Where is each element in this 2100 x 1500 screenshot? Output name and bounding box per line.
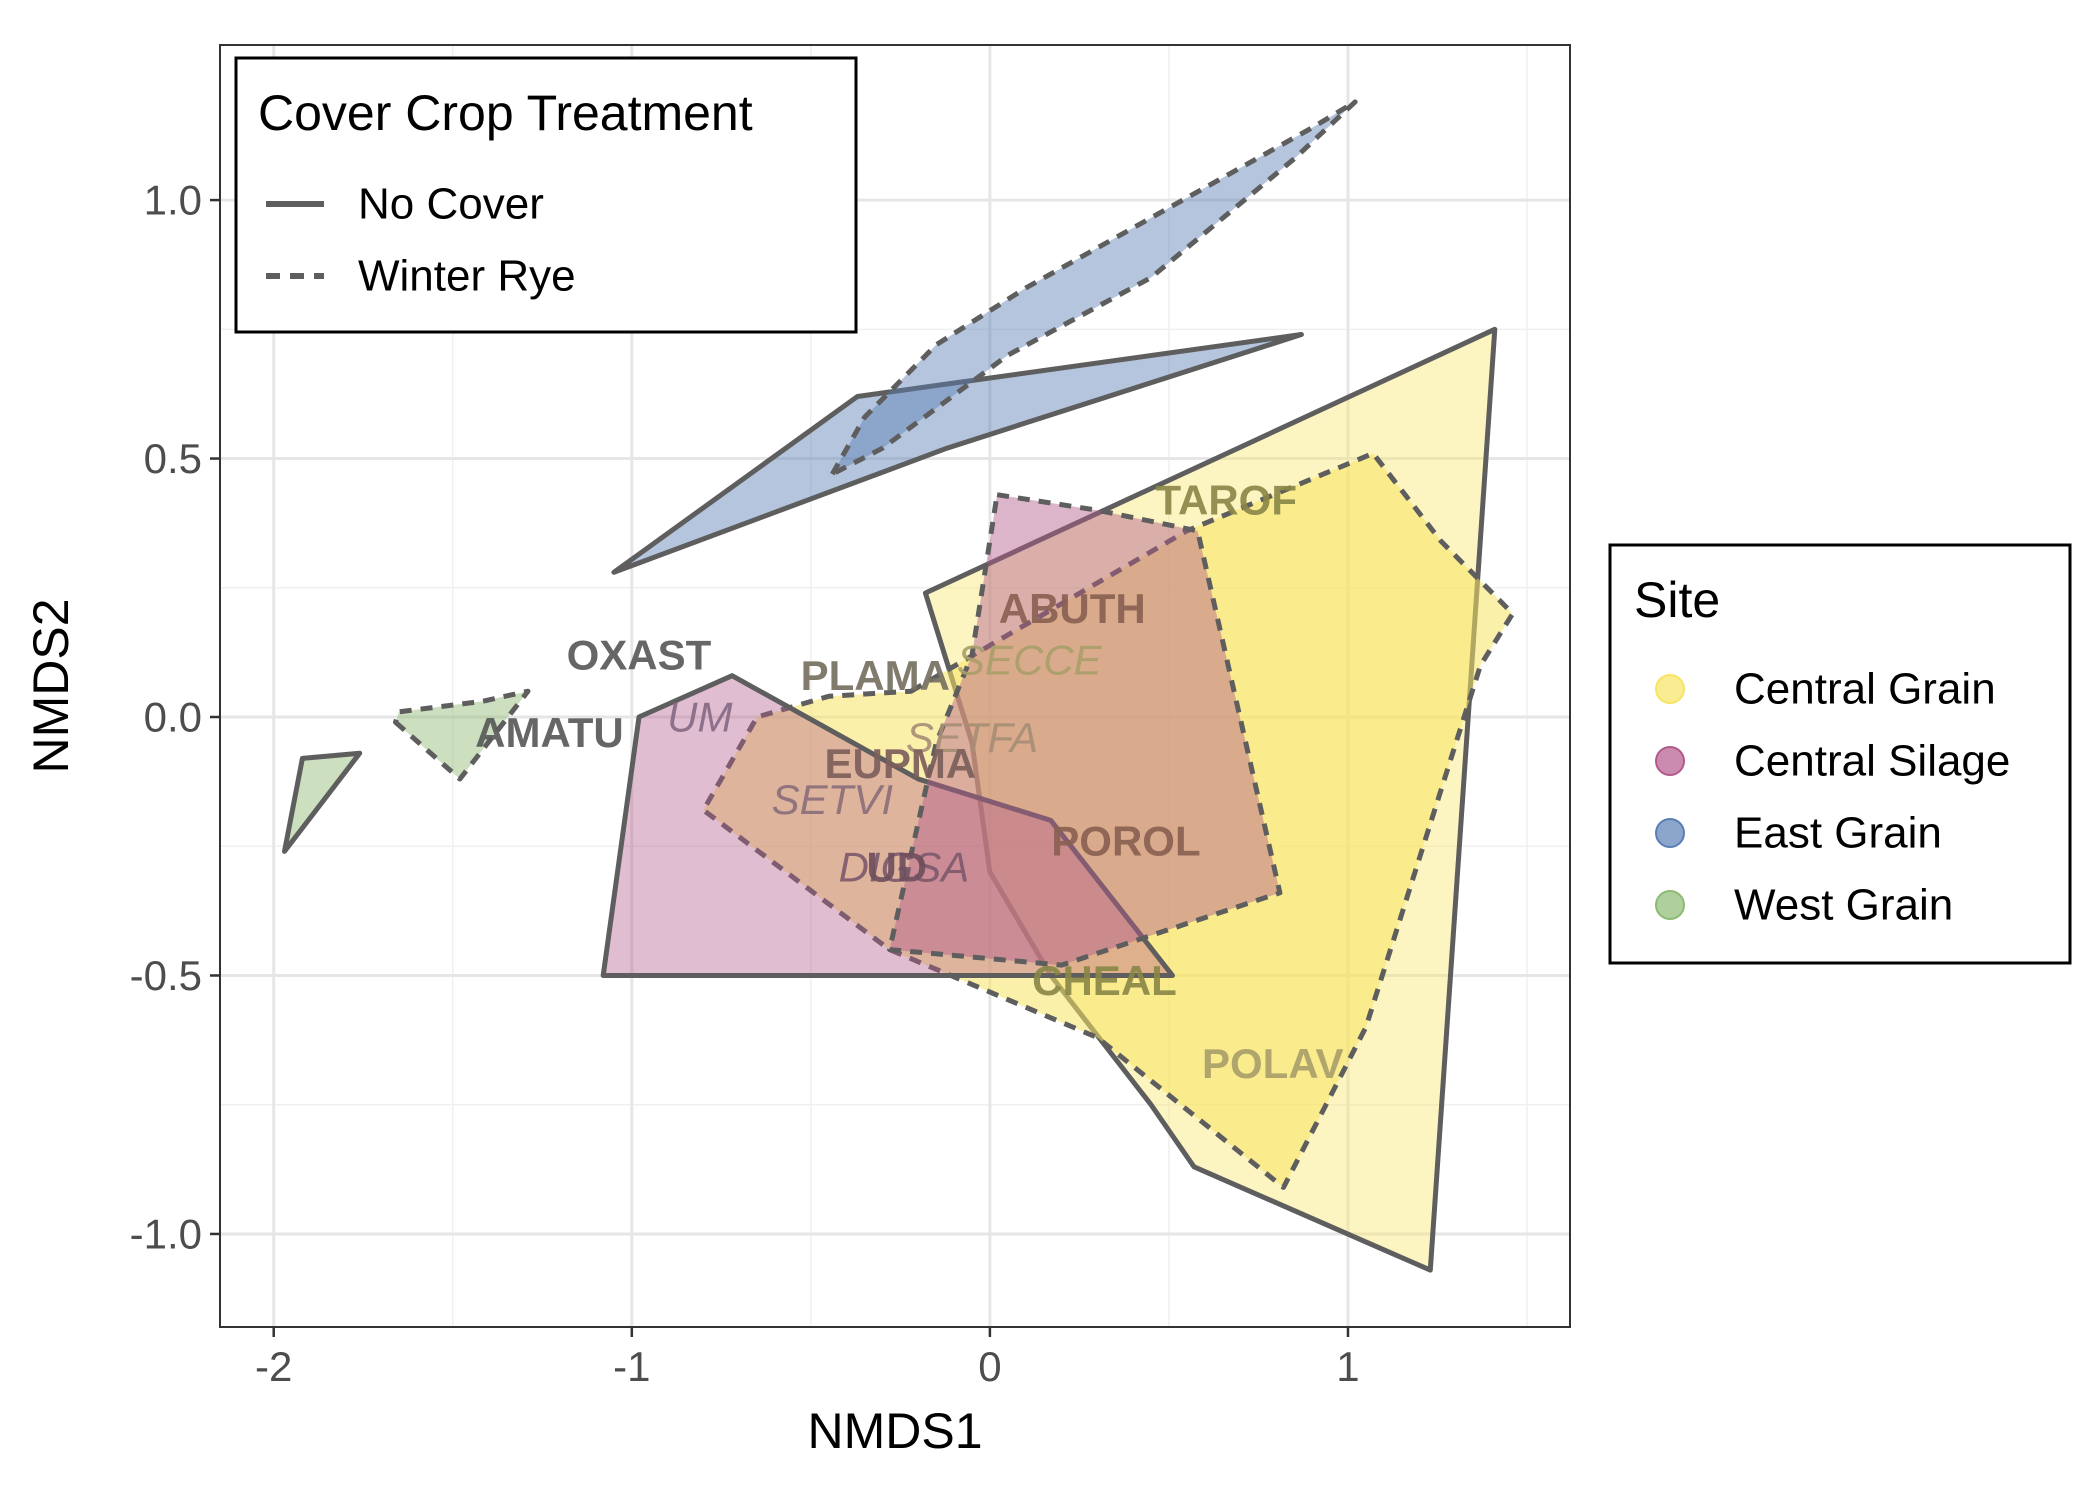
species-label-setvi: SETVI [772,776,894,823]
y-tick-label: 0.5 [144,435,202,482]
species-label-tarof: TAROF [1155,476,1297,523]
x-axis-title: NMDS1 [807,1403,982,1459]
site-legend-items: Central Grain Central Silage East Grain Wes… [1655,665,2010,930]
site-legend-label: Central Grain [1734,665,1996,714]
hull-east-grain-winter-rye [829,99,1358,477]
linetype-legend: Cover Crop Treatment No Cover Winter Rye [234,56,858,334]
site-key-west-grain [1655,890,1685,920]
x-tick-label: -1 [613,1343,650,1390]
species-label-cheal: CHEAL [1032,957,1177,1004]
species-label-polav: POLAV [1202,1040,1344,1087]
species-label-amatu: AMATU [475,709,624,756]
site-key-central-silage [1655,746,1685,776]
hull-central-silage-no-cover [600,673,1175,978]
site-legend: Site Central Grain Central Silage East Gra… [1608,543,2072,965]
linetype-legend-items: No Cover Winter Rye [266,180,576,301]
linetype-legend-label: Winter Rye [358,252,576,301]
y-tick-label: 0.0 [144,694,202,741]
species-label-plama: PLAMA [801,652,950,699]
axis-layer: -2 -1 0 1 -1.0 -0.5 0.0 0.5 1.0 [130,177,1360,1390]
linetype-legend-box [234,56,858,334]
species-label-layer: TAROF ABUTH OXAST PLAMA SECCE UM AMATU SETFAEUP… [475,476,1343,1086]
site-key-central-grain [1655,674,1685,704]
hull-central-silage-winter-rye [887,492,1283,968]
species-label-ud: UD [866,843,927,890]
y-tick-label: -1.0 [130,1210,202,1257]
y-axis-title: NMDS2 [23,598,79,773]
site-legend-label: West Grain [1734,881,1953,930]
y-tick-label: -0.5 [130,952,202,999]
x-tick-label: -2 [255,1343,292,1390]
site-legend-label: East Grain [1734,809,1942,858]
species-label-oxast: OXAST [567,631,712,678]
hull-central-grain-winter-rye [700,450,1516,1190]
hull-west-grain-no-cover [282,750,363,854]
species-label-digsa: DIGSA [839,843,970,890]
species-label-abuth: ABUTH [999,585,1146,632]
site-legend-label: Central Silage [1734,737,2010,786]
x-tick-label: 0 [978,1343,1001,1390]
site-key-east-grain [1655,818,1685,848]
linetype-legend-label: No Cover [358,180,544,229]
y-tick-label: 1.0 [144,177,202,224]
hull-layer [282,99,1516,1273]
hull-west-grain-winter-rye [393,688,531,782]
linetype-legend-title: Cover Crop Treatment [258,85,753,141]
site-legend-box [1608,543,2072,965]
panel-border [219,44,1571,1328]
species-label-um: UM [667,694,732,741]
species-label-secce: SECCE [957,637,1103,684]
species-label-setfa: SETFA [906,714,1038,761]
hull-east-grain-no-cover [611,332,1304,575]
species-label-porol: POROL [1051,818,1200,865]
x-tick-label: 1 [1336,1343,1359,1390]
species-label-eupma: EUPMA [825,740,977,787]
site-legend-title: Site [1634,572,1720,628]
